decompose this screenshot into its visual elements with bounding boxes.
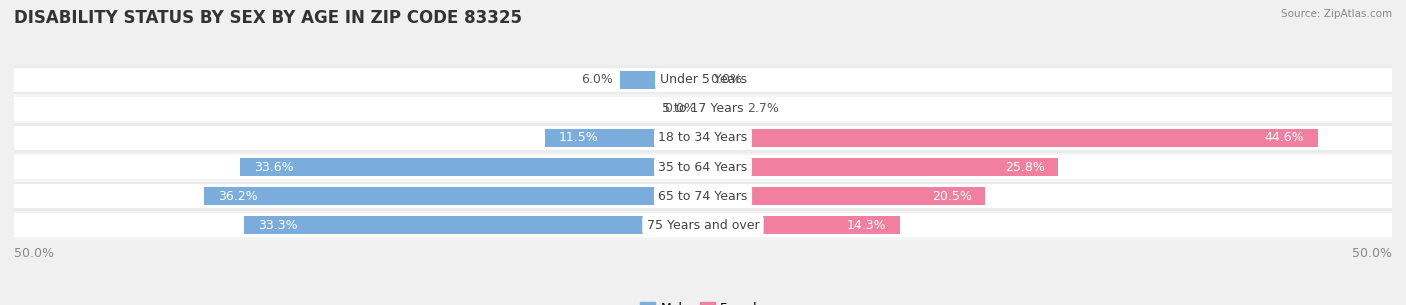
Bar (14, 95, 1392, 124)
Bar (245, 217, 703, 234)
Bar (703, 217, 900, 234)
Bar (544, 129, 703, 147)
Bar (14, 184, 1392, 208)
Text: 50.0%: 50.0% (1353, 247, 1392, 260)
Text: 18 to 34 Years: 18 to 34 Years (658, 131, 748, 145)
Text: Under 5 Years: Under 5 Years (659, 74, 747, 86)
Text: 50.0%: 50.0% (14, 247, 53, 260)
Text: Source: ZipAtlas.com: Source: ZipAtlas.com (1281, 9, 1392, 19)
Bar (14, 65, 1392, 95)
Bar (204, 187, 703, 205)
Text: 5 to 17 Years: 5 to 17 Years (662, 102, 744, 115)
Text: 25.8%: 25.8% (1005, 160, 1045, 174)
Text: 35 to 64 Years: 35 to 64 Years (658, 160, 748, 174)
Bar (14, 213, 1392, 237)
Bar (703, 129, 1317, 147)
Bar (14, 126, 1392, 150)
Bar (14, 68, 1392, 92)
Text: 0.0%: 0.0% (664, 102, 696, 115)
Text: 36.2%: 36.2% (218, 190, 257, 203)
Text: 33.3%: 33.3% (257, 219, 298, 231)
Bar (703, 158, 1059, 176)
Text: 65 to 74 Years: 65 to 74 Years (658, 190, 748, 203)
Bar (703, 187, 986, 205)
Bar (14, 210, 1392, 240)
Text: 20.5%: 20.5% (932, 190, 972, 203)
Text: 14.3%: 14.3% (846, 219, 886, 231)
Bar (240, 158, 703, 176)
Text: 44.6%: 44.6% (1264, 131, 1303, 145)
Text: 75 Years and over: 75 Years and over (647, 219, 759, 231)
Bar (703, 100, 740, 118)
Bar (14, 152, 1392, 181)
Text: 11.5%: 11.5% (558, 131, 598, 145)
Bar (14, 97, 1392, 121)
Bar (14, 181, 1392, 210)
Bar (14, 124, 1392, 152)
Text: 0.0%: 0.0% (710, 74, 742, 86)
Text: 33.6%: 33.6% (254, 160, 294, 174)
Text: 6.0%: 6.0% (582, 74, 613, 86)
Legend: Male, Female: Male, Female (641, 302, 765, 305)
Bar (620, 71, 703, 88)
Text: 2.7%: 2.7% (747, 102, 779, 115)
Text: DISABILITY STATUS BY SEX BY AGE IN ZIP CODE 83325: DISABILITY STATUS BY SEX BY AGE IN ZIP C… (14, 9, 522, 27)
Bar (14, 155, 1392, 179)
